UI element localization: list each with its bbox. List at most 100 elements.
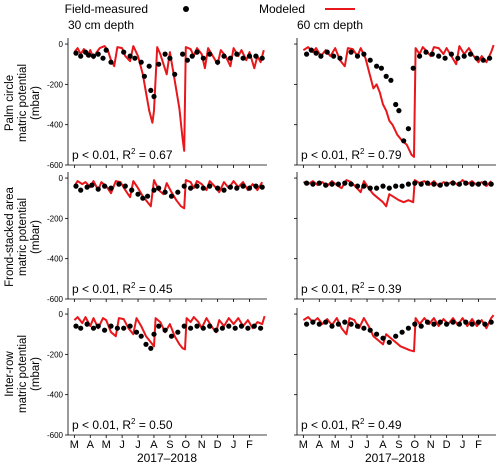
measured-point <box>380 335 386 341</box>
measured-point <box>162 327 168 333</box>
measured-point <box>132 55 138 61</box>
stats-superscript: 2 <box>360 417 365 426</box>
measured-point <box>121 325 127 331</box>
measured-point <box>482 321 488 327</box>
measured-point <box>141 73 147 79</box>
measured-point <box>361 183 367 189</box>
measured-point <box>374 331 380 337</box>
measured-point <box>95 186 101 192</box>
measured-point <box>393 333 399 339</box>
measured-point <box>399 183 405 189</box>
measured-point <box>78 325 84 331</box>
row-label-line2: matric potential <box>17 198 29 276</box>
measured-point <box>148 345 154 351</box>
y-tick-label: -400 <box>47 255 64 264</box>
measured-point <box>393 101 399 108</box>
measured-point <box>156 323 162 329</box>
row-label-line3: (mbar) <box>30 86 42 120</box>
measured-point <box>251 323 257 329</box>
measured-point <box>138 59 144 65</box>
stats-superscript: 2 <box>131 417 136 426</box>
x-axis-title-60cm: 2017–2018 <box>365 451 425 465</box>
x-tick-label: D <box>214 439 222 451</box>
measured-point <box>168 193 175 199</box>
measured-point <box>151 93 157 100</box>
y-tick-label: -400 <box>47 391 64 400</box>
measured-point <box>73 50 79 56</box>
x-tick-label: A <box>87 439 95 451</box>
row-label-palm-circle: Palm circle matric potential (mbar) <box>4 64 42 142</box>
measured-point <box>148 87 154 93</box>
measured-point <box>194 183 200 189</box>
measured-point <box>437 182 443 188</box>
measured-point <box>100 55 106 61</box>
y-tick-label: -600 <box>47 161 64 170</box>
measured-point <box>246 53 253 59</box>
legend-key-field-measured <box>183 6 189 12</box>
x-tick-label: M <box>70 439 79 451</box>
measured-point <box>354 183 361 189</box>
column-title-60cm: 60 cm depth <box>297 18 363 32</box>
measured-point <box>162 51 168 57</box>
measured-point <box>316 321 322 327</box>
measured-point <box>488 181 494 187</box>
x-tick-label: J <box>135 439 141 451</box>
stats-p-text: p < 0.01, R <box>72 282 131 296</box>
measured-point <box>133 329 140 335</box>
measured-point <box>89 182 95 188</box>
stats-r2-value: = 0.39 <box>365 282 402 296</box>
measured-point <box>175 189 181 195</box>
panel-r1-c0: 0 -200 -400 -600 p < 0.01, R2 = 0.45 <box>47 172 267 304</box>
measured-point <box>95 51 101 57</box>
stats-r2-value: = 0.45 <box>136 282 173 296</box>
row-label-line2: matric potential <box>17 64 29 142</box>
stats-p-text: p < 0.01, R <box>301 282 360 296</box>
measured-point <box>367 327 373 333</box>
x-tick-label: D <box>443 439 451 451</box>
measured-point <box>108 185 114 191</box>
measured-point <box>467 51 474 57</box>
measured-point <box>348 49 354 55</box>
x-tick-label: J <box>231 439 237 451</box>
modeled-series-line <box>302 44 495 158</box>
measured-point <box>227 184 233 190</box>
measured-point <box>386 185 392 191</box>
stats-r2-value: = 0.67 <box>136 148 173 162</box>
measured-point <box>151 187 157 193</box>
measured-point <box>378 65 384 71</box>
measured-point <box>259 55 265 61</box>
row-label-line1: Frond-stacked area <box>4 187 16 287</box>
stats-p-text: p < 0.01, R <box>72 418 131 432</box>
measured-point <box>215 185 221 191</box>
x-tick-label: A <box>379 439 387 451</box>
measured-point <box>245 325 251 331</box>
measured-point <box>424 319 431 325</box>
measured-point <box>103 47 109 53</box>
measured-point <box>450 319 456 325</box>
measured-point <box>463 319 469 325</box>
measured-point <box>418 323 424 329</box>
measured-point <box>335 181 341 187</box>
measured-point <box>151 331 157 337</box>
stats-r2-value: = 0.79 <box>365 148 402 162</box>
x-tick-label: J <box>348 439 354 451</box>
measured-point <box>463 180 469 186</box>
measured-point <box>417 53 423 59</box>
measured-point <box>354 323 361 329</box>
measured-point <box>475 181 482 187</box>
column-title-30cm: 30 cm depth <box>68 18 134 32</box>
measured-point <box>335 321 341 327</box>
y-tick-label: -200 <box>47 350 64 359</box>
panel-r0-c0: 0 -200 -400 -600 p < 0.01, R2 = 0.67 <box>47 38 267 170</box>
measured-point <box>354 53 361 59</box>
measured-point <box>324 49 330 55</box>
measured-point <box>380 183 386 189</box>
panel-r1-c1: p < 0.01, R2 = 0.39 <box>294 172 496 302</box>
x-tick-label: S <box>395 439 402 451</box>
stats-annotation: p < 0.01, R2 = 0.50 <box>72 417 173 432</box>
measured-point <box>162 189 168 195</box>
measured-point <box>444 181 450 187</box>
measured-point <box>331 53 337 59</box>
x-tick-label: O <box>182 439 191 451</box>
